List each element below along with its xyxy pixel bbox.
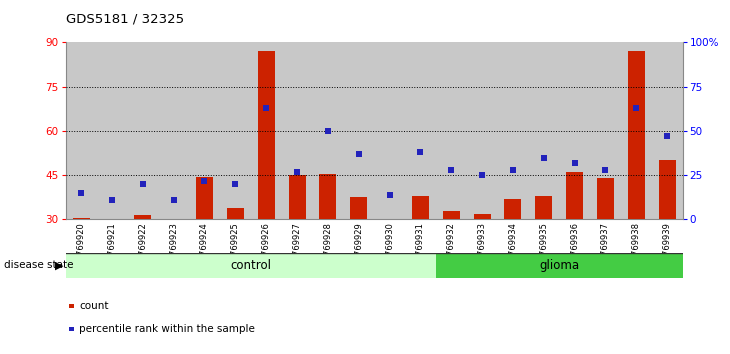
Bar <box>158 42 189 219</box>
Point <box>507 167 519 173</box>
Bar <box>504 199 521 219</box>
Bar <box>282 42 312 219</box>
Bar <box>590 42 620 219</box>
Bar <box>312 42 343 219</box>
Bar <box>189 42 220 219</box>
Point <box>353 151 364 157</box>
Bar <box>288 175 305 219</box>
Point <box>75 190 87 196</box>
Bar <box>466 42 497 219</box>
Point <box>199 178 210 183</box>
Bar <box>258 51 274 219</box>
Bar <box>436 42 466 219</box>
Bar <box>535 196 552 219</box>
Point <box>229 181 241 187</box>
Text: glioma: glioma <box>539 259 579 272</box>
Bar <box>220 42 251 219</box>
Bar <box>343 42 374 219</box>
Point <box>538 155 550 160</box>
Bar <box>73 218 90 219</box>
Bar <box>412 196 429 219</box>
Bar <box>497 42 529 219</box>
Text: disease state: disease state <box>4 261 73 270</box>
Text: GDS5181 / 32325: GDS5181 / 32325 <box>66 12 184 25</box>
Point <box>106 197 118 203</box>
Point <box>569 160 580 166</box>
Bar <box>474 213 491 219</box>
Point <box>661 133 673 139</box>
Bar <box>559 42 590 219</box>
Bar <box>227 208 244 219</box>
Text: count: count <box>80 301 109 311</box>
Point <box>291 169 303 175</box>
Bar <box>652 42 683 219</box>
Bar <box>658 160 675 219</box>
Bar <box>134 215 151 219</box>
Point <box>322 128 334 134</box>
Point <box>261 105 272 111</box>
Bar <box>405 42 436 219</box>
Bar <box>628 51 645 219</box>
Bar <box>350 198 367 219</box>
Text: ▶: ▶ <box>55 261 64 270</box>
Point <box>445 167 457 173</box>
Point <box>476 172 488 178</box>
Point <box>415 149 426 155</box>
Bar <box>250 42 282 219</box>
Bar <box>620 42 652 219</box>
Bar <box>436 253 683 278</box>
Bar <box>320 174 337 219</box>
Text: percentile rank within the sample: percentile rank within the sample <box>80 324 256 334</box>
Point <box>168 197 180 203</box>
Bar <box>66 42 96 219</box>
Bar <box>66 253 436 278</box>
Bar <box>597 178 614 219</box>
Bar <box>443 211 460 219</box>
Point <box>631 105 642 111</box>
Point <box>599 167 611 173</box>
Bar <box>96 42 127 219</box>
Bar <box>196 177 213 219</box>
Bar <box>374 42 405 219</box>
Point <box>384 192 396 198</box>
Bar <box>529 42 559 219</box>
Bar <box>566 172 583 219</box>
Point <box>137 181 149 187</box>
Bar <box>127 42 158 219</box>
Text: control: control <box>230 259 272 272</box>
